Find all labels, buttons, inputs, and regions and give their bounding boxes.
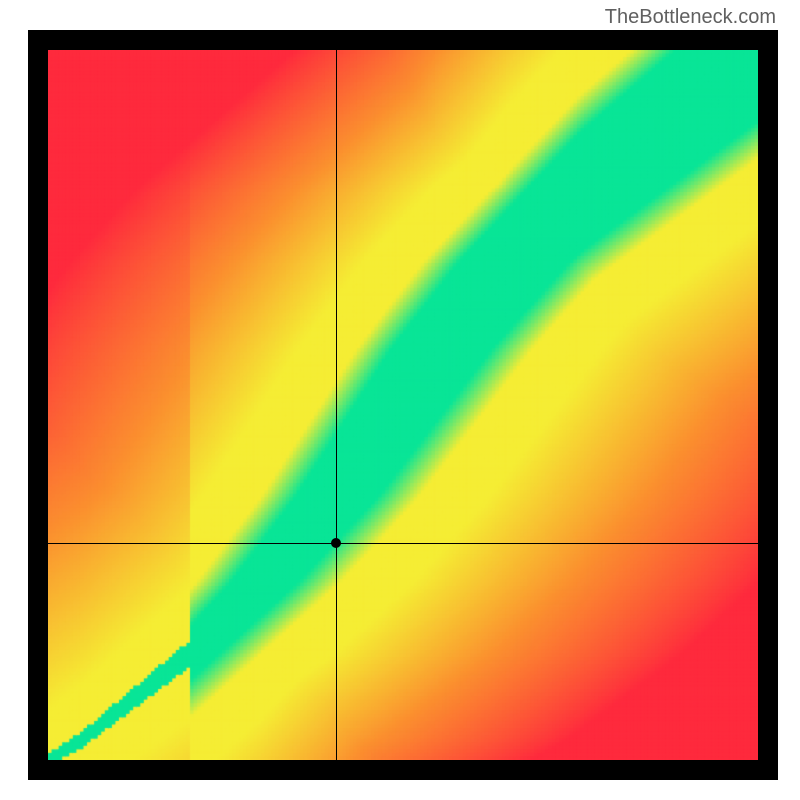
- plot-frame: [28, 30, 778, 780]
- chart-container: TheBottleneck.com: [0, 0, 800, 800]
- crosshair-vertical: [336, 50, 337, 760]
- crosshair-horizontal: [48, 543, 758, 544]
- data-point: [331, 538, 341, 548]
- heatmap-canvas: [48, 50, 758, 760]
- attribution-text: TheBottleneck.com: [605, 6, 776, 29]
